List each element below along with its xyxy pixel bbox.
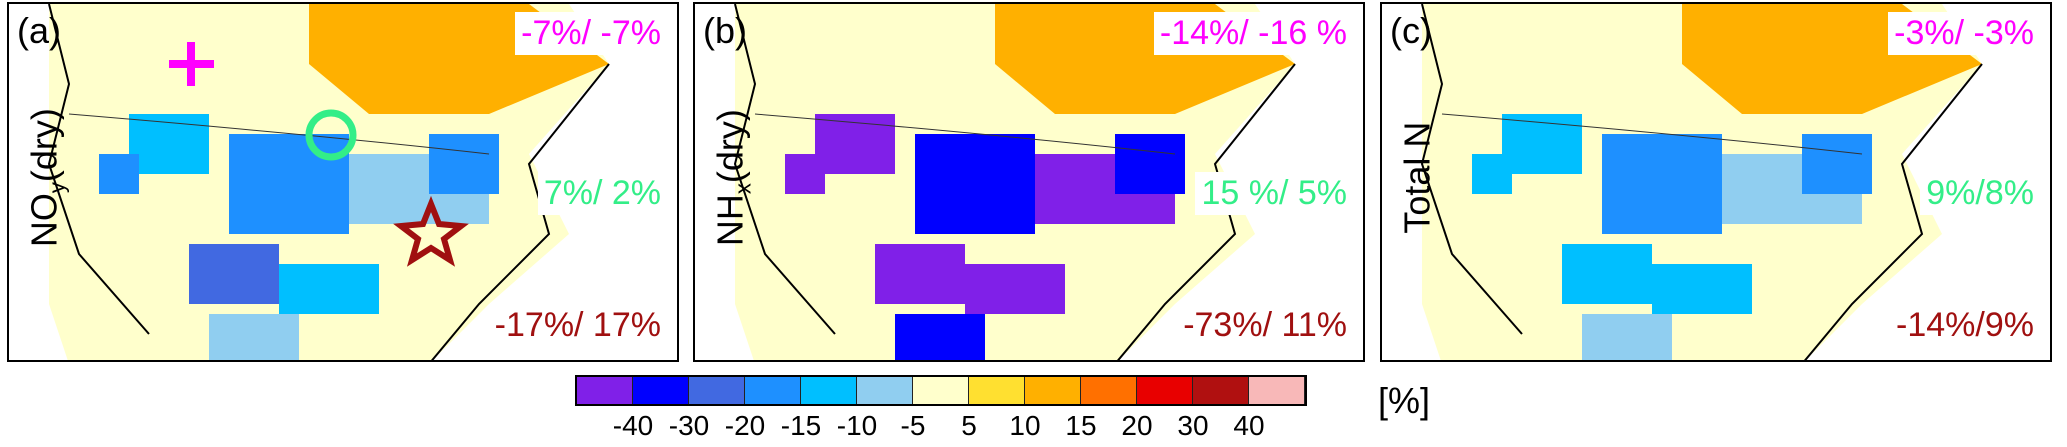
colorbar-swatch (745, 377, 801, 404)
colorbar-swatch (1137, 377, 1193, 404)
stat-southeast: -73%/ 11% (1177, 304, 1353, 347)
grid-cell (785, 154, 825, 194)
grid-cell (1582, 314, 1672, 360)
colorbar-swatch (633, 377, 689, 404)
colorbar-swatch (577, 377, 633, 404)
grid-cell (965, 264, 1065, 314)
panel-label: (a) (17, 10, 61, 51)
ylabel-main: Total N (1396, 121, 1438, 234)
grid-cell (129, 114, 209, 174)
panel-label: (c) (1390, 10, 1432, 51)
grid-cell (1502, 114, 1582, 174)
grid-cell (1602, 134, 1722, 234)
grid-cell (895, 314, 985, 360)
plus-marker-icon (169, 42, 214, 86)
ylabel-main: NO (23, 193, 65, 248)
ylabel-sub: y (44, 182, 70, 194)
colorbar-swatch (689, 377, 745, 404)
ylabel-tail: (dry) (709, 109, 751, 184)
panel-ylabel: Total N (1396, 78, 1443, 278)
colorbar-swatch (1249, 377, 1305, 404)
border-line (1441, 113, 1863, 155)
map-2 (1420, 4, 1983, 360)
grid-cell (1802, 134, 1872, 194)
grid-cell (189, 244, 279, 304)
border-line (68, 113, 490, 155)
colorbar-tick-label: -10 (836, 410, 878, 441)
stat-north: -14%/ -16 % (1153, 12, 1353, 55)
ylabel-sub: x (730, 183, 756, 195)
stat-north: -3%/ -3% (1888, 12, 2040, 55)
grid-cell (229, 134, 349, 234)
border-line (754, 113, 1176, 155)
stat-midwest: 9%/8% (1920, 172, 2040, 215)
coastline (1420, 4, 1983, 360)
stat-midwest: 7%/ 2% (537, 172, 667, 215)
star-marker-icon (393, 195, 469, 267)
grid-cell (875, 244, 965, 304)
colorbar-swatch (969, 377, 1025, 404)
coastline (47, 4, 610, 360)
colorbar-tick-label: -5 (900, 410, 926, 441)
stat-southeast: -17%/ 17% (488, 304, 667, 347)
colorbar-swatch (1193, 377, 1249, 404)
colorbar-tick-label: -40 (612, 410, 654, 441)
circle-marker-icon (305, 109, 357, 161)
colorbar-tick-label: -15 (780, 410, 822, 441)
panel-ylabel: NOy(dry) (23, 78, 70, 278)
colorbar-tick-label: -20 (724, 410, 766, 441)
map-1 (733, 4, 1296, 360)
stat-midwest: 15 %/ 5% (1195, 172, 1353, 215)
panel-ylabel: NHx(dry) (709, 78, 756, 278)
panel-label: (b) (703, 10, 747, 51)
grid-cell (815, 114, 895, 174)
grid-cell (209, 314, 299, 360)
panel-b-nhx-dry: (b) NHx(dry) -14%/ -16 % 15 %/ 5% -73%/ 11% (693, 2, 1365, 362)
colorbar-tick-label: 40 (1233, 410, 1265, 441)
colorbar-swatch (913, 377, 969, 404)
grid-cell (1562, 244, 1652, 304)
grid-cell (1652, 264, 1752, 314)
colorbar-swatch (1025, 377, 1081, 404)
colorbar-swatch (801, 377, 857, 404)
colorbar-tick-label: 15 (1065, 410, 1097, 441)
grid-cell (99, 154, 139, 194)
grid-cell (429, 134, 499, 194)
panel-a-noy-dry: (a) NOy(dry) -7%/ -7% 7%/ 2% -17%/ 17% (7, 2, 679, 362)
colorbar (575, 375, 1307, 406)
grid-cell (279, 264, 379, 314)
colorbar-ticks: -40 -30 -20 -15 -10 -5 5 10 15 20 30 40 (575, 410, 1335, 446)
stat-southeast: -14%/9% (1890, 304, 2040, 347)
colorbar-tick-label: 20 (1121, 410, 1153, 441)
colorbar-tick-label: 5 (961, 410, 977, 441)
coastline (733, 4, 1296, 360)
colorbar-unit: [%] (1378, 380, 1431, 421)
colorbar-swatch (1081, 377, 1137, 404)
grid-cell (915, 134, 1035, 234)
map-0 (47, 4, 610, 360)
grid-cell (1472, 154, 1512, 194)
colorbar-tick-label: 10 (1009, 410, 1041, 441)
grid-cell (1115, 134, 1185, 194)
colorbar-tick-label: 30 (1177, 410, 1209, 441)
stat-north: -7%/ -7% (515, 12, 667, 55)
colorbar-swatch (857, 377, 913, 404)
ylabel-main: NH (709, 194, 751, 247)
panel-c-total-n: (c) Total N -3%/ -3% 9%/8% -14%/9% (1380, 2, 2052, 362)
colorbar-tick-label: -30 (668, 410, 710, 441)
ylabel-tail: (dry) (23, 108, 65, 183)
